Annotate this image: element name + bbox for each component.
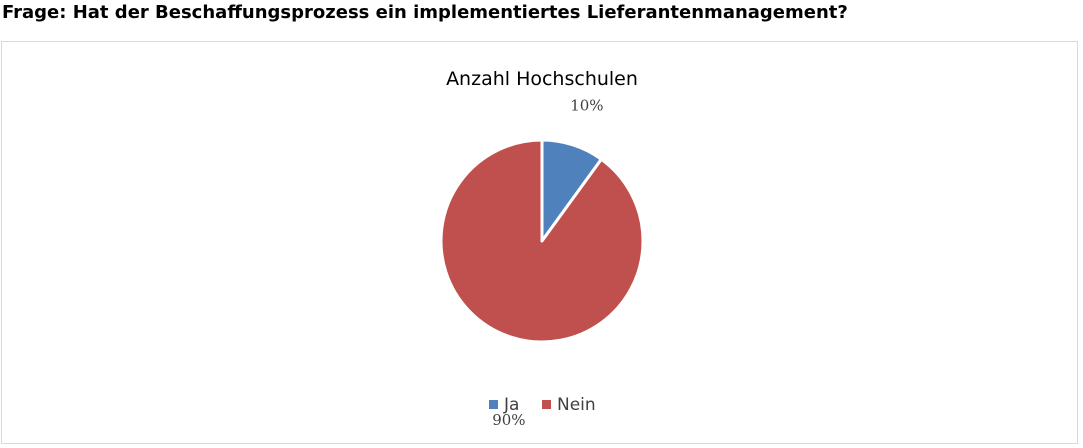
legend-swatch-nein (542, 400, 551, 409)
chart-area: Anzahl Hochschulen 10% 90% Ja Nein (1, 41, 1078, 444)
legend-swatch-ja (489, 400, 498, 409)
question-heading: Frage: Hat der Beschaffungsprozess ein i… (2, 2, 848, 23)
chart-title: Anzahl Hochschulen (446, 68, 638, 90)
pie-slice-nein (439, 138, 645, 344)
legend-label-nein: Nein (557, 395, 596, 415)
legend-label-ja: Ja (503, 395, 519, 415)
data-label-ja: 10% (570, 96, 603, 114)
data-label-nein: 90% (492, 411, 525, 429)
pie-chart: Anzahl Hochschulen 10% 90% Ja Nein (439, 68, 645, 429)
